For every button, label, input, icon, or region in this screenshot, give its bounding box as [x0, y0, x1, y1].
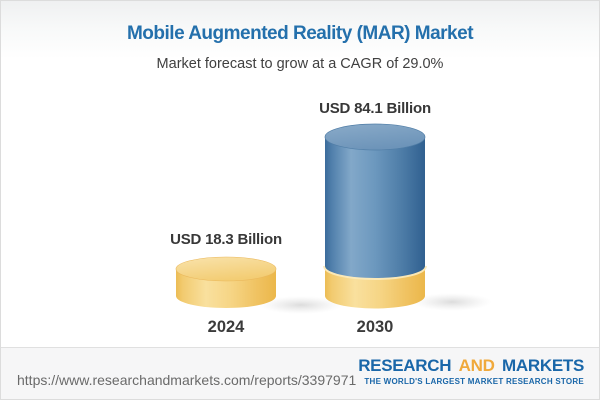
research-and-markets-logo: RESEARCH AND MARKETS THE WORLD'S LARGEST…	[358, 357, 584, 386]
footer-bar: https://www.researchandmarkets.com/repor…	[1, 347, 599, 399]
cylinder-2030-blue-column	[325, 137, 425, 278]
cylinder-chart: USD 18.3 Billion USD 84.1 Billion 2024 2…	[1, 1, 599, 347]
cylinder-2024	[175, 256, 277, 308]
cylinder-2030	[323, 123, 427, 309]
logo-tagline: THE WORLD'S LARGEST MARKET RESEARCH STOR…	[364, 377, 584, 386]
logo-word-research: RESEARCH	[358, 356, 452, 375]
report-url[interactable]: https://www.researchandmarkets.com/repor…	[17, 372, 357, 388]
value-label-2030: USD 84.1 Billion	[319, 100, 431, 117]
logo-word-and: AND	[458, 356, 495, 375]
value-label-2024: USD 18.3 Billion	[170, 231, 282, 248]
logo-word-markets: MARKETS	[502, 356, 584, 375]
shadow-2024	[259, 296, 343, 314]
cylinder-chart-svg	[175, 123, 492, 314]
shadow-2030	[412, 293, 492, 311]
category-label-2030: 2030	[356, 318, 394, 336]
category-label-2024: 2024	[207, 318, 245, 336]
logo-wordmark: RESEARCH AND MARKETS	[358, 357, 584, 374]
page-title: Mobile Augmented Reality (MAR) Market	[126, 23, 474, 44]
chart-subtitle: Market forecast to grow at a CAGR of 29.…	[156, 56, 444, 72]
